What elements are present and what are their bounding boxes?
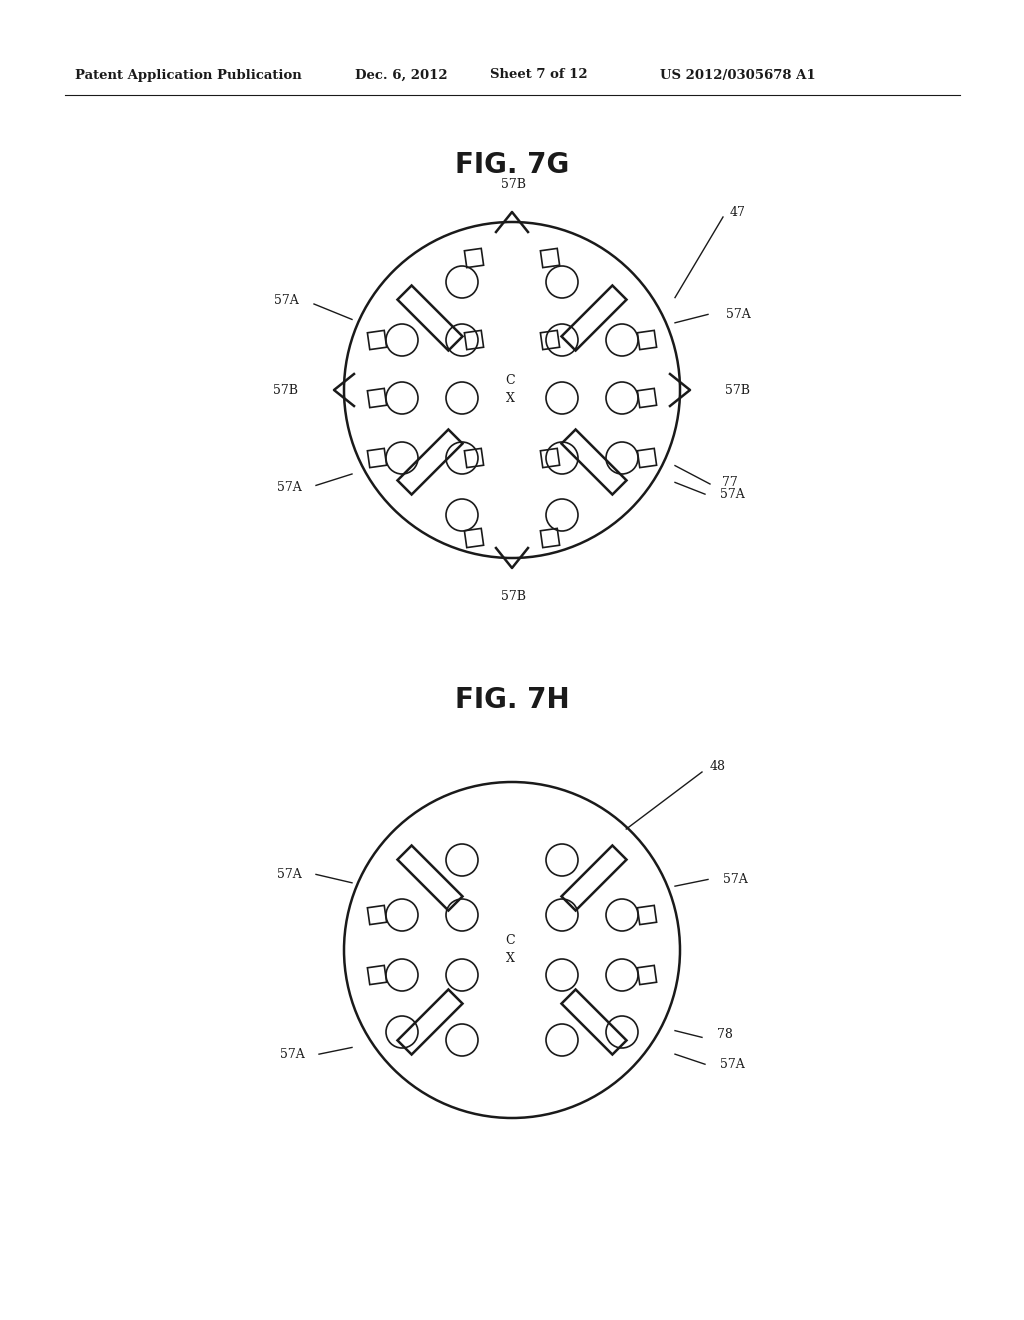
Text: Sheet 7 of 12: Sheet 7 of 12 (490, 69, 588, 82)
Text: 77: 77 (722, 475, 738, 488)
Text: X: X (506, 392, 514, 404)
Text: 78: 78 (717, 1027, 733, 1040)
Text: 48: 48 (710, 760, 726, 774)
Text: FIG. 7H: FIG. 7H (455, 686, 569, 714)
Text: C: C (505, 374, 515, 387)
Text: 47: 47 (730, 206, 745, 219)
Text: FIG. 7G: FIG. 7G (455, 150, 569, 180)
Text: 57A: 57A (276, 869, 301, 880)
Text: 57A: 57A (720, 487, 744, 500)
Text: C: C (505, 933, 515, 946)
Text: 57A: 57A (276, 480, 301, 494)
Text: 57B: 57B (273, 384, 299, 396)
Text: 57B: 57B (725, 384, 751, 396)
Text: 57A: 57A (273, 294, 298, 308)
Text: 57A: 57A (280, 1048, 304, 1061)
Text: Dec. 6, 2012: Dec. 6, 2012 (355, 69, 447, 82)
Text: US 2012/0305678 A1: US 2012/0305678 A1 (660, 69, 816, 82)
Text: 57A: 57A (723, 873, 748, 886)
Text: 57B: 57B (502, 177, 526, 190)
Text: 57A: 57A (720, 1057, 744, 1071)
Text: X: X (506, 952, 514, 965)
Text: 57B: 57B (502, 590, 526, 602)
Text: 57A: 57A (726, 308, 751, 321)
Text: Patent Application Publication: Patent Application Publication (75, 69, 302, 82)
